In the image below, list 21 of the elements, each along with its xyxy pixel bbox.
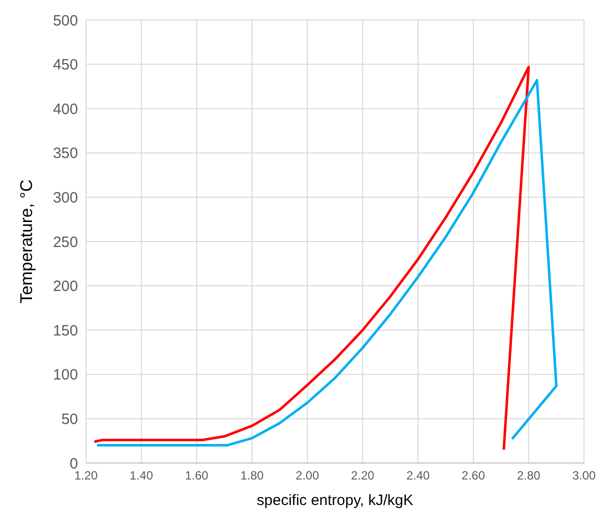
- x-tick-label: 2.80: [516, 468, 541, 483]
- y-tick-label: 500: [52, 12, 78, 30]
- y-tick-label: 350: [52, 145, 78, 162]
- x-tick-label: 1.80: [240, 468, 264, 483]
- x-tick-label: 1.60: [184, 468, 209, 483]
- y-tick-label: 250: [52, 234, 78, 251]
- x-tick-label: 2.00: [296, 468, 320, 483]
- x-tick-label: 3.00: [572, 468, 596, 483]
- y-axis-title: Temperature, °C: [17, 180, 36, 304]
- y-tick-label: 300: [52, 190, 78, 207]
- x-tick-label: 2.40: [406, 468, 430, 483]
- x-tick-label: 2.20: [350, 468, 375, 483]
- x-tick-label: 2.60: [462, 468, 486, 483]
- y-tick-label: 150: [52, 322, 78, 340]
- y-tick-label: 100: [52, 366, 78, 384]
- x-axis-title: specific entropy, kJ/kgK: [256, 492, 414, 509]
- x-tick-label: 1.40: [130, 468, 154, 483]
- y-tick-label: 400: [52, 100, 78, 118]
- y-tick-label: 450: [52, 56, 78, 74]
- y-tick-label: 50: [61, 411, 78, 428]
- y-tick-label: 200: [52, 278, 78, 296]
